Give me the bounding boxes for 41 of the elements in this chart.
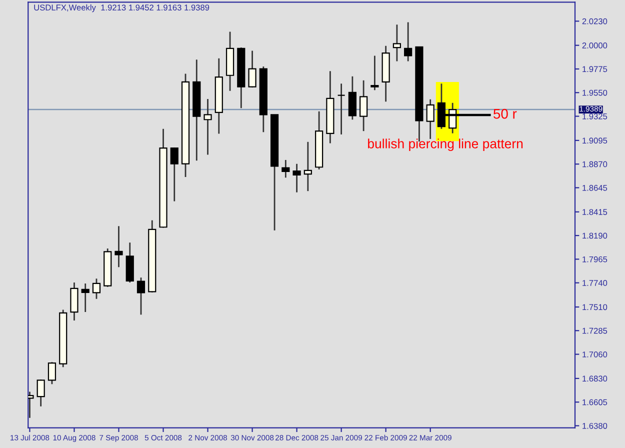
candlestick [70,282,78,322]
chart-title: USDLFX,Weekly 1.9213 1.9452 1.9163 1.9389 [34,4,210,12]
y-tick-label: 1.6380 [582,422,608,429]
candlestick [114,225,123,268]
candlestick [404,22,412,62]
candlestick [304,141,312,192]
candlestick [282,159,290,178]
annotation: bullish piercing line pattern [368,138,523,151]
candlestick [36,378,45,408]
candlestick [292,163,301,194]
annotation: 50 r [494,108,517,119]
candlestick [136,276,146,316]
y-tick-label: 1.9550 [582,90,608,96]
y-tick-label: 1.8190 [582,232,608,239]
y-tick-label: 1.7060 [582,351,608,358]
candlestick [360,80,368,132]
candlestick [426,98,434,140]
y-tick-label: 1.9775 [582,66,608,72]
y-tick-label: 1.7285 [582,328,608,334]
candlestick [392,24,401,62]
candlestick [81,282,90,313]
candlestick [92,278,101,300]
y-tick-label: 1.9095 [582,138,608,144]
y-tick-label: 1.8415 [582,209,608,215]
candlestick [248,50,256,88]
y-tick-label: 1.8870 [582,161,608,168]
y-tick-label: 1.8645 [582,184,608,191]
y-tick-label: 2.0230 [582,18,608,24]
y-tick-label: 1.9325 [582,113,608,120]
candlestick [204,98,212,156]
candlestick [348,76,356,120]
candlestick [337,82,346,136]
candlestick [48,361,56,385]
y-tick-label: 1.6605 [582,399,608,406]
y-tick-label: 2.0000 [582,42,608,48]
y-tick-label: 1.7965 [582,256,608,262]
y-tick-label: 1.6830 [582,376,608,382]
candlestick [370,55,379,91]
y-tick-label: 1.7510 [582,304,608,310]
y-tick-label: 1.7740 [582,280,608,286]
candlestick [170,146,178,202]
